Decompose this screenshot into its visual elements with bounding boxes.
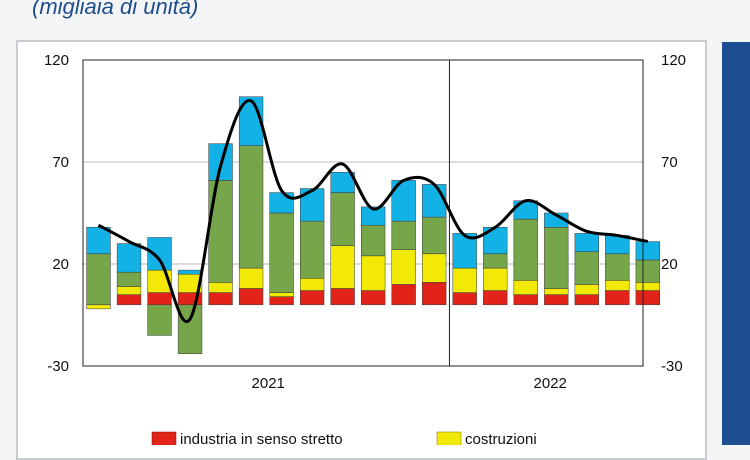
bar-series3-14 xyxy=(513,200,538,220)
bar-series0-12 xyxy=(452,292,477,306)
bar-series3-9 xyxy=(361,206,386,226)
bar-series1-11 xyxy=(422,253,447,283)
total-line-path xyxy=(97,99,649,324)
bar-series2-17 xyxy=(605,253,630,281)
side-accent-gap xyxy=(722,0,750,42)
bar-series1-1 xyxy=(116,286,142,295)
x-year-label-2021: 2021 xyxy=(252,375,285,392)
bar-series3-0 xyxy=(86,227,111,255)
bar-series0-5 xyxy=(238,288,264,306)
legend: industria in senso stretto costruzioni xyxy=(151,431,537,445)
bar-series0-1 xyxy=(116,294,142,306)
bar-series0-11 xyxy=(422,282,447,306)
y-tick-left-70: 70 xyxy=(52,154,69,171)
bar-series2-16 xyxy=(574,251,599,285)
y-tick-right-120: 120 xyxy=(661,52,686,69)
bar-series1-5 xyxy=(238,267,264,289)
bar-series2-3 xyxy=(177,304,203,355)
bar-series1-16 xyxy=(574,284,599,295)
legend-label-costruzioni: costruzioni xyxy=(465,431,537,445)
tick-labels: 120 120 70 70 20 20 -30 -30 2021 2022 xyxy=(44,52,686,392)
bar-series0-2 xyxy=(147,292,172,306)
y-tick-right-20: 20 xyxy=(661,256,678,273)
legend-label-industria: industria in senso stretto xyxy=(180,431,343,445)
bar-series1-17 xyxy=(605,280,630,291)
bar-series1-13 xyxy=(483,267,508,291)
bar-series1-12 xyxy=(452,267,477,293)
bar-series0-15 xyxy=(544,294,569,306)
legend-swatch-industria xyxy=(151,431,177,445)
bar-series3-16 xyxy=(574,233,599,253)
bar-series2-5 xyxy=(238,145,264,269)
bar-series0-9 xyxy=(361,290,386,306)
y-tick-right-70: 70 xyxy=(661,154,678,171)
bar-series2-15 xyxy=(544,227,569,289)
bar-series3-11 xyxy=(422,184,447,218)
bar-series3-3 xyxy=(177,269,203,275)
bar-series2-11 xyxy=(422,216,447,255)
bar-series3-7 xyxy=(299,188,325,222)
bar-series2-10 xyxy=(391,220,416,250)
bar-series0-18 xyxy=(635,290,660,306)
plot-border xyxy=(82,59,644,367)
bar-series2-14 xyxy=(513,218,538,281)
y-tick-left-120: 120 xyxy=(44,52,69,69)
bar-series1-0 xyxy=(86,304,111,310)
x-year-label-2022: 2022 xyxy=(534,375,567,392)
bar-series1-14 xyxy=(513,280,538,295)
bar-series2-2 xyxy=(147,304,172,336)
y-tick-right--30: -30 xyxy=(661,358,683,375)
chart-subtitle: (migliaia di unità) xyxy=(32,0,199,19)
bar-series0-13 xyxy=(483,290,508,306)
y-tick-left--30: -30 xyxy=(47,358,69,375)
bar-series2-13 xyxy=(483,253,508,269)
stacked-bar-chart: 120 120 70 70 20 20 -30 -30 2021 2022 industria i… xyxy=(44,52,686,445)
bar-series2-4 xyxy=(208,180,233,283)
bar-series0-14 xyxy=(513,294,538,306)
bar-series3-6 xyxy=(269,192,294,214)
bar-series3-12 xyxy=(452,233,477,269)
bar-series0-7 xyxy=(299,290,325,306)
bar-series0-4 xyxy=(208,292,233,306)
total-line xyxy=(97,99,649,324)
bar-series1-18 xyxy=(635,282,660,291)
y-tick-left-20: 20 xyxy=(52,256,69,273)
bar-series2-8 xyxy=(330,192,355,246)
bar-series1-6 xyxy=(269,292,294,297)
bar-series2-0 xyxy=(86,253,111,306)
legend-swatch-costruzioni xyxy=(436,431,462,445)
bar-series1-4 xyxy=(208,282,233,293)
bar-series0-8 xyxy=(330,288,355,306)
bar-series2-6 xyxy=(269,212,294,293)
bar-series1-15 xyxy=(544,288,569,295)
bar-series0-17 xyxy=(605,290,630,306)
bar-series0-16 xyxy=(574,294,599,306)
bar-series0-10 xyxy=(391,284,416,306)
bar-series3-18 xyxy=(635,241,660,261)
bar-series2-9 xyxy=(361,224,386,257)
bar-series1-7 xyxy=(299,278,325,291)
bar-series1-10 xyxy=(391,249,416,285)
bar-series0-6 xyxy=(269,296,294,306)
bar-series1-8 xyxy=(330,245,355,289)
bar-series1-9 xyxy=(361,255,386,291)
bar-series2-18 xyxy=(635,259,660,283)
bar-series3-1 xyxy=(116,243,142,273)
bar-series3-2 xyxy=(147,237,172,271)
bar-series2-7 xyxy=(299,220,325,279)
side-accent-bar xyxy=(722,0,750,445)
bar-series2-1 xyxy=(116,271,142,287)
